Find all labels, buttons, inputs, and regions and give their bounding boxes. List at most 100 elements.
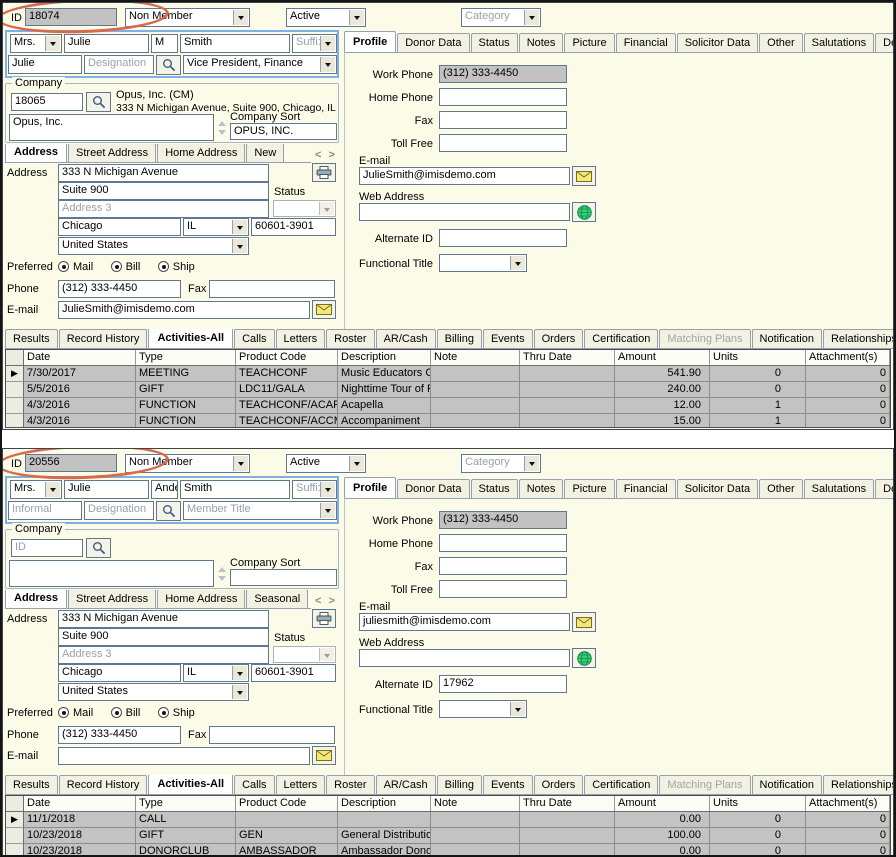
print-button[interactable] bbox=[312, 163, 336, 182]
tab-address[interactable]: Address bbox=[5, 144, 68, 162]
tab-calls[interactable]: Calls bbox=[234, 329, 275, 348]
profile-email-field[interactable]: JulieSmith@imisdemo.com bbox=[359, 167, 570, 185]
column-header[interactable]: Thru Date bbox=[520, 796, 615, 811]
tab-street-address[interactable]: Street Address bbox=[68, 590, 157, 608]
chevron-down-icon[interactable] bbox=[320, 482, 335, 497]
alternate-id-field[interactable]: 17962 bbox=[439, 675, 567, 693]
column-header[interactable]: Description bbox=[338, 796, 431, 811]
state-select[interactable]: IL bbox=[183, 218, 249, 236]
tab-other[interactable]: Other bbox=[759, 479, 803, 498]
category-select[interactable]: Category bbox=[461, 454, 541, 473]
tab-record-history[interactable]: Record History bbox=[58, 775, 148, 794]
column-header[interactable]: Amount bbox=[615, 796, 710, 811]
informal-name-field[interactable]: Informal bbox=[8, 501, 82, 520]
functional-title-select[interactable] bbox=[439, 700, 527, 718]
chevron-down-icon[interactable] bbox=[232, 220, 247, 234]
chevron-down-icon[interactable] bbox=[233, 10, 248, 25]
print-button[interactable] bbox=[312, 609, 336, 628]
address-line3-field[interactable]: Address 3 bbox=[58, 646, 269, 664]
row-selector-current[interactable]: ▶ bbox=[6, 812, 24, 828]
city-field[interactable]: Chicago bbox=[58, 664, 181, 682]
tab-street-address[interactable]: Street Address bbox=[68, 144, 157, 162]
spinner-up-icon[interactable] bbox=[218, 563, 226, 572]
tab-scroll-right-icon[interactable]: > bbox=[328, 149, 342, 161]
prefix-select[interactable]: Mrs. bbox=[10, 34, 62, 53]
chevron-down-icon[interactable] bbox=[349, 456, 364, 471]
tab-demographics[interactable]: Demo bbox=[875, 33, 893, 52]
radio-button-icon[interactable] bbox=[157, 261, 169, 272]
tab-activities-all[interactable]: Activities-All bbox=[148, 775, 234, 794]
table-row[interactable]: 4/3/2016FUNCTIONTEACHCONF/ACCMPAccompani… bbox=[6, 414, 890, 427]
open-web-button[interactable] bbox=[572, 648, 596, 668]
tab-certification[interactable]: Certification bbox=[584, 775, 659, 794]
company-id-field[interactable]: 18065 bbox=[11, 93, 83, 111]
chevron-down-icon[interactable] bbox=[232, 239, 247, 253]
chevron-down-icon[interactable] bbox=[233, 456, 248, 471]
radio-ship[interactable]: Ship bbox=[157, 261, 195, 273]
alternate-id-field[interactable] bbox=[439, 229, 567, 247]
email-field[interactable] bbox=[58, 747, 310, 765]
row-selector[interactable] bbox=[6, 398, 24, 414]
radio-button-icon[interactable] bbox=[110, 261, 122, 272]
chevron-down-icon[interactable] bbox=[320, 57, 335, 72]
tab-ar-cash[interactable]: AR/Cash bbox=[375, 329, 436, 348]
chevron-down-icon[interactable] bbox=[45, 36, 60, 51]
id-field[interactable]: 20556 bbox=[25, 454, 117, 472]
chevron-down-icon[interactable] bbox=[232, 685, 247, 699]
company-sort-field[interactable]: OPUS, INC. bbox=[230, 123, 337, 140]
radio-button-icon[interactable] bbox=[58, 707, 69, 718]
tab-demographics[interactable]: Demo bbox=[875, 479, 893, 498]
table-row[interactable]: ▶ 7/30/2017 MEETING TEACHCONF Music Educator… bbox=[6, 366, 890, 382]
company-spinner[interactable] bbox=[218, 117, 226, 139]
tab-solicitor-data[interactable]: Solicitor Data bbox=[676, 33, 759, 52]
record-status-select[interactable]: Active bbox=[286, 454, 366, 473]
member-title-select[interactable]: Member Title bbox=[183, 501, 337, 520]
company-search-button[interactable] bbox=[86, 538, 111, 558]
member-type-select[interactable]: Non Member bbox=[125, 454, 250, 473]
tab-status[interactable]: Status bbox=[470, 33, 518, 52]
table-row[interactable]: 5/5/2016 GIFT LDC11/GALA Nighttime Tour of … bbox=[6, 382, 890, 398]
tab-profile[interactable]: Profile bbox=[344, 31, 397, 52]
company-spinner[interactable] bbox=[218, 563, 226, 585]
column-header[interactable]: Date bbox=[24, 796, 136, 811]
tab-scroll-left-icon[interactable]: < bbox=[315, 149, 329, 161]
member-type-select[interactable]: Non Member bbox=[125, 8, 250, 27]
chevron-down-icon[interactable] bbox=[320, 36, 335, 51]
tab-record-history[interactable]: Record History bbox=[58, 329, 148, 348]
phone-field[interactable]: (312) 333-4450 bbox=[58, 280, 181, 298]
tab-financial[interactable]: Financial bbox=[615, 479, 676, 498]
tab-solicitor-data[interactable]: Solicitor Data bbox=[676, 479, 759, 498]
tab-ar-cash[interactable]: AR/Cash bbox=[375, 775, 436, 794]
address-line2-field[interactable]: Suite 900 bbox=[58, 628, 269, 646]
table-row[interactable]: 4/3/2016 FUNCTION TEACHCONF/ACAPE Acapella 1… bbox=[6, 398, 890, 414]
radio-mail[interactable]: Mail bbox=[58, 261, 93, 273]
tab-results[interactable]: Results bbox=[5, 329, 58, 348]
tab-scroll-arrows[interactable]: <> bbox=[315, 595, 342, 607]
prefix-select[interactable]: Mrs. bbox=[10, 480, 62, 499]
zip-field[interactable]: 60601-3901 bbox=[251, 664, 336, 682]
tab-picture[interactable]: Picture bbox=[564, 33, 615, 52]
column-header[interactable]: Note bbox=[431, 796, 520, 811]
chevron-down-icon[interactable] bbox=[524, 456, 539, 471]
suffix-select[interactable]: Suffi: bbox=[292, 34, 337, 53]
tab-orders[interactable]: Orders bbox=[533, 329, 584, 348]
address-line3-field[interactable]: Address 3 bbox=[58, 200, 269, 218]
radio-button-icon[interactable] bbox=[110, 707, 122, 718]
spinner-up-icon[interactable] bbox=[218, 117, 226, 126]
middle-name-field[interactable]: Ander bbox=[151, 480, 178, 499]
tab-scroll-left-icon[interactable]: < bbox=[315, 595, 329, 607]
profile-fax-field[interactable] bbox=[439, 111, 567, 129]
name-search-button[interactable] bbox=[156, 501, 181, 521]
profile-send-email-button[interactable] bbox=[572, 166, 596, 186]
chevron-down-icon[interactable] bbox=[349, 10, 364, 25]
tab-scroll-arrows[interactable]: <> bbox=[315, 149, 342, 161]
home-phone-field[interactable] bbox=[439, 534, 567, 552]
category-select[interactable]: Category bbox=[461, 8, 541, 27]
radio-button-icon[interactable] bbox=[157, 707, 169, 718]
column-header[interactable]: Type bbox=[136, 796, 236, 811]
toll-free-field[interactable] bbox=[439, 134, 567, 152]
country-select[interactable]: United States bbox=[58, 237, 249, 255]
column-header[interactable]: Type bbox=[136, 350, 236, 365]
send-email-button[interactable] bbox=[312, 746, 336, 765]
name-search-button[interactable] bbox=[156, 55, 181, 75]
